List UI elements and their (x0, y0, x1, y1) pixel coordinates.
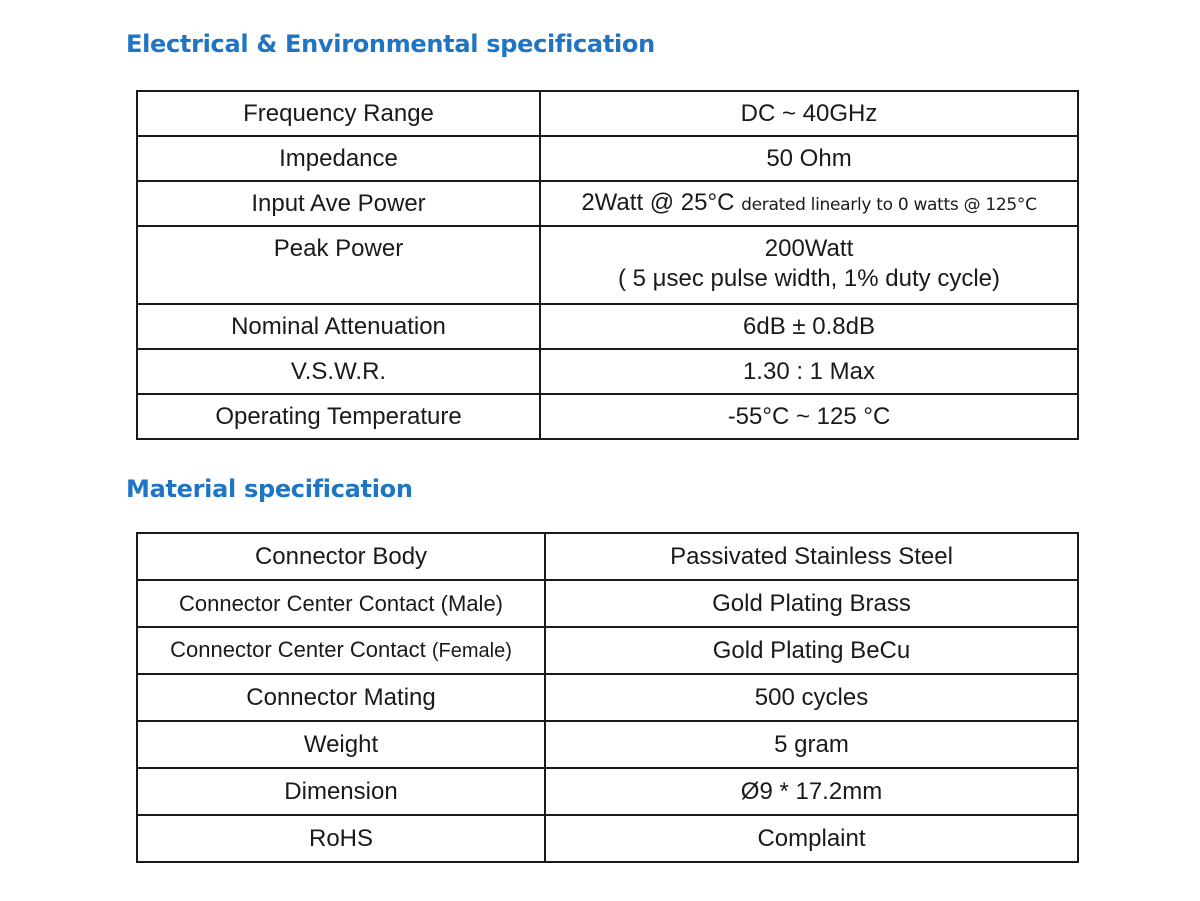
spec-value: 6dB ± 0.8dB (539, 303, 1079, 350)
table-row: Connector Center Contact (Male) Gold Pla… (136, 579, 1079, 628)
spec-value: DC ~ 40GHz (539, 90, 1079, 137)
spec-value: 200Watt (764, 235, 854, 262)
spec-label: Operating Temperature (136, 393, 541, 440)
spec-label: Frequency Range (136, 90, 541, 137)
spec-label: Connector Center Contact (170, 637, 426, 662)
spec-value-cell: 2Watt @ 25°C derated linearly to 0 watts… (539, 180, 1079, 227)
table-row: Input Ave Power 2Watt @ 25°C derated lin… (136, 180, 1079, 227)
material-spec-title: Material specification (126, 475, 413, 503)
table-row: Dimension Ø9 * 17.2mm (136, 767, 1079, 816)
spec-label: Weight (136, 720, 546, 769)
spec-label-suffix: (Male) (440, 590, 504, 616)
spec-label: Nominal Attenuation (136, 303, 541, 350)
spec-value: -55°C ~ 125 °C (539, 393, 1079, 440)
spec-label: Connector Center Contact (178, 590, 435, 616)
spec-label-cell: Connector Center Contact (Male) (136, 579, 546, 628)
spec-value: 5 gram (544, 720, 1079, 769)
table-row: Peak Power 200Watt ( 5 μsec pulse width,… (136, 225, 1079, 305)
electrical-spec-title: Electrical & Environmental specification (126, 30, 655, 58)
spec-value: Gold Plating BeCu (544, 626, 1079, 675)
table-row: Weight 5 gram (136, 720, 1079, 769)
table-row: Nominal Attenuation 6dB ± 0.8dB (136, 303, 1079, 350)
table-row: Connector Mating 500 cycles (136, 673, 1079, 722)
table-row: Connector Body Passivated Stainless Stee… (136, 532, 1079, 581)
spec-value: Ø9 * 17.2mm (544, 767, 1079, 816)
table-row: RoHS Complaint (136, 814, 1079, 863)
spec-value-cell: 200Watt ( 5 μsec pulse width, 1% duty cy… (539, 225, 1079, 305)
spec-label-suffix: (Female) (431, 640, 512, 662)
spec-value-note: derated linearly to 0 watts @ 125°C (741, 194, 1037, 215)
spec-value: Passivated Stainless Steel (544, 532, 1079, 581)
spec-label: Connector Body (136, 532, 546, 581)
spec-label: Peak Power (136, 225, 541, 305)
spec-value: 500 cycles (544, 673, 1079, 722)
spec-value: Gold Plating Brass (544, 579, 1079, 628)
table-row: Impedance 50 Ohm (136, 135, 1079, 182)
spec-value-detail: ( 5 μsec pulse width, 1% duty cycle) (618, 265, 1000, 292)
table-row: Operating Temperature -55°C ~ 125 °C (136, 393, 1079, 440)
spec-label: Dimension (136, 767, 546, 816)
spec-value: 1.30 : 1 Max (539, 348, 1079, 395)
spec-value: Complaint (544, 814, 1079, 863)
spec-label: Input Ave Power (136, 180, 541, 227)
spec-label: Impedance (136, 135, 541, 182)
material-spec-table: Connector Body Passivated Stainless Stee… (136, 532, 1079, 863)
spec-label: V.S.W.R. (136, 348, 541, 395)
spec-label-cell: Connector Center Contact (Female) (136, 626, 546, 675)
table-row: Frequency Range DC ~ 40GHz (136, 90, 1079, 137)
spec-value: 50 Ohm (539, 135, 1079, 182)
electrical-spec-table: Frequency Range DC ~ 40GHz Impedance 50 … (136, 90, 1079, 440)
table-row: V.S.W.R. 1.30 : 1 Max (136, 348, 1079, 395)
spec-value: 2Watt @ 25°C (581, 188, 735, 216)
spec-label: Connector Mating (136, 673, 546, 722)
spec-label: RoHS (136, 814, 546, 863)
table-row: Connector Center Contact (Female) Gold P… (136, 626, 1079, 675)
